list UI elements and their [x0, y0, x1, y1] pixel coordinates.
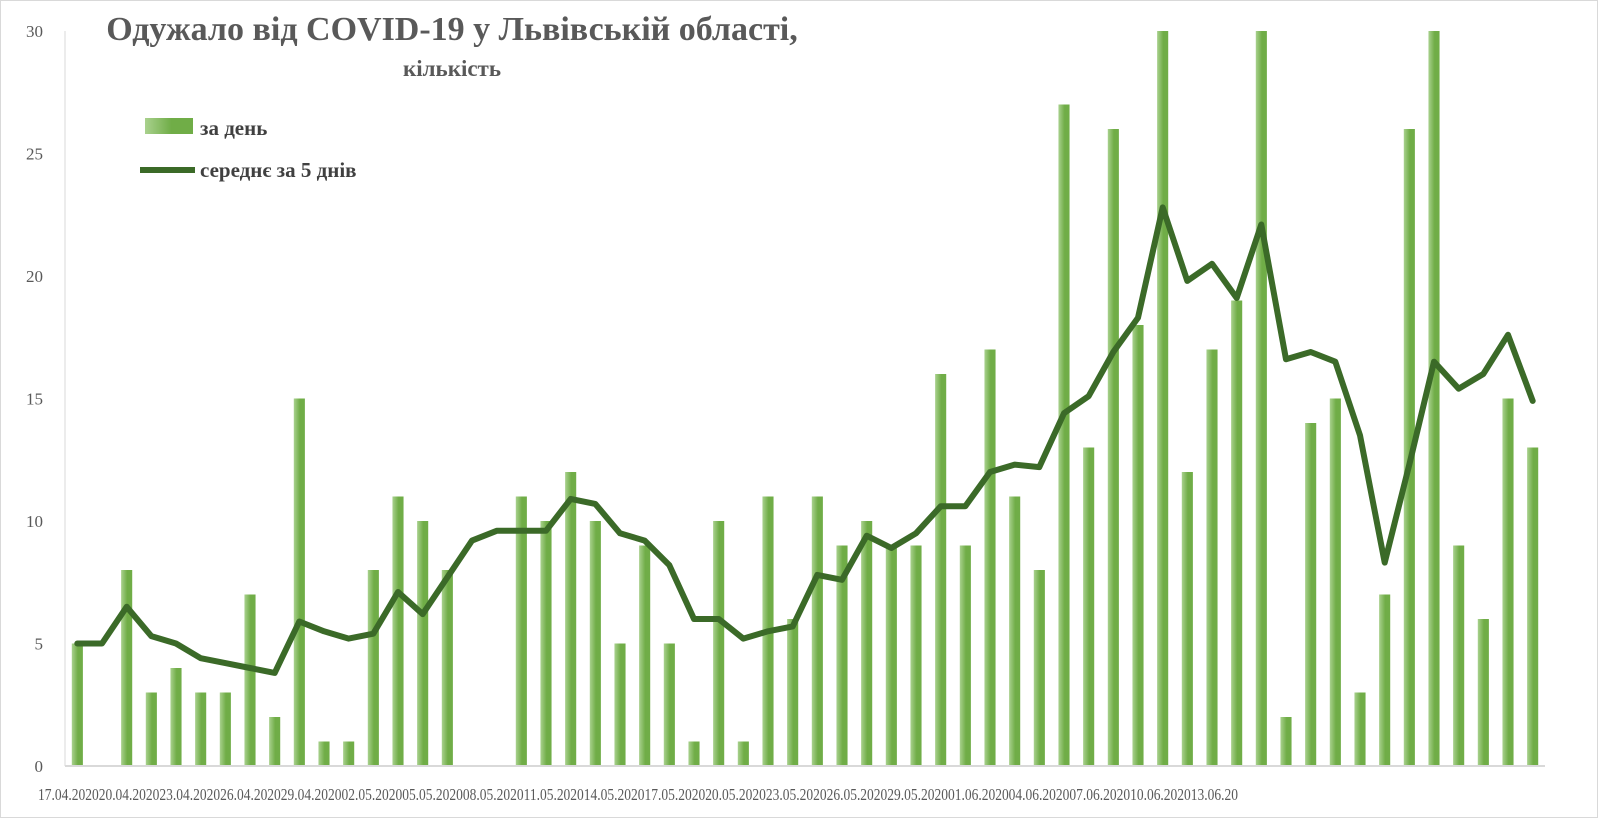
daily-bar: [1527, 447, 1539, 766]
daily-bar: [318, 741, 330, 766]
daily-bar: [565, 472, 577, 766]
daily-bar: [1477, 619, 1489, 766]
daily-bar: [713, 521, 725, 766]
legend-label-average: середнє за 5 днів: [200, 158, 357, 182]
daily-bar: [885, 545, 897, 766]
daily-bar: [195, 692, 207, 766]
daily-bar: [1083, 447, 1095, 766]
daily-bar: [861, 521, 873, 766]
daily-bar: [1403, 129, 1415, 766]
daily-bar: [1058, 104, 1070, 766]
daily-bar: [1354, 692, 1366, 766]
y-axis: 0 5 10 15 20 25 30: [26, 22, 66, 776]
legend-label-daily: за день: [200, 116, 267, 140]
y-tick-label: 15: [26, 390, 43, 409]
daily-bar: [1305, 423, 1317, 766]
daily-bar: [811, 496, 823, 766]
daily-bar: [984, 349, 996, 766]
daily-bar: [244, 594, 256, 766]
daily-bar: [1453, 545, 1465, 766]
chart-subtitle: кількість: [403, 56, 501, 81]
daily-bar: [367, 570, 379, 766]
legend: за день середнє за 5 днів: [140, 116, 357, 182]
daily-bar: [1231, 300, 1243, 766]
daily-bar: [417, 521, 429, 766]
y-tick-label: 0: [35, 757, 44, 776]
daily-bar: [71, 643, 83, 766]
daily-bar: [540, 521, 552, 766]
x-axis: 17.04.202020.04.202023.04.202026.04.2020…: [38, 785, 1238, 804]
daily-bar: [1379, 594, 1391, 766]
y-tick-label: 25: [26, 145, 43, 164]
daily-bar: [145, 692, 157, 766]
y-tick-label: 5: [35, 635, 44, 654]
daily-bar: [1157, 31, 1169, 766]
daily-bar: [663, 643, 675, 766]
y-tick-label: 20: [26, 267, 43, 286]
daily-bar: [688, 741, 700, 766]
daily-bar: [343, 741, 355, 766]
y-tick-label: 30: [26, 22, 43, 41]
daily-bar: [1206, 349, 1218, 766]
daily-bar: [392, 496, 404, 766]
daily-bar: [441, 570, 453, 766]
daily-bar: [787, 619, 799, 766]
legend-bar-swatch: [145, 118, 193, 134]
daily-bar: [1280, 717, 1292, 766]
daily-bar: [614, 643, 626, 766]
daily-bar: [269, 717, 281, 766]
daily-bar: [121, 570, 133, 766]
daily-bar: [1329, 398, 1341, 766]
daily-bar: [1428, 31, 1440, 766]
daily-bar: [1033, 570, 1045, 766]
daily-bar: [219, 692, 231, 766]
daily-bar: [959, 545, 971, 766]
daily-bar: [1132, 325, 1144, 766]
daily-bar: [1502, 398, 1514, 766]
x-tick-labels: 17.04.202020.04.202023.04.202026.04.2020…: [38, 785, 1238, 804]
daily-bar: [589, 521, 601, 766]
daily-bars-series: [71, 31, 1539, 766]
daily-bar: [836, 545, 848, 766]
chart-title: Одужало від COVID-19 у Львівській област…: [106, 11, 798, 48]
daily-bar: [639, 545, 651, 766]
five-day-average-line: [74, 204, 1536, 676]
y-tick-label: 10: [26, 512, 43, 531]
daily-bar: [910, 545, 922, 766]
daily-bar: [1181, 472, 1193, 766]
daily-bar: [737, 741, 749, 766]
daily-bar: [293, 398, 305, 766]
daily-bar: [170, 668, 182, 766]
daily-bar: [1107, 129, 1119, 766]
daily-bar: [1255, 31, 1267, 766]
daily-bar: [1009, 496, 1021, 766]
daily-bar: [515, 496, 527, 766]
daily-bar: [935, 374, 947, 766]
